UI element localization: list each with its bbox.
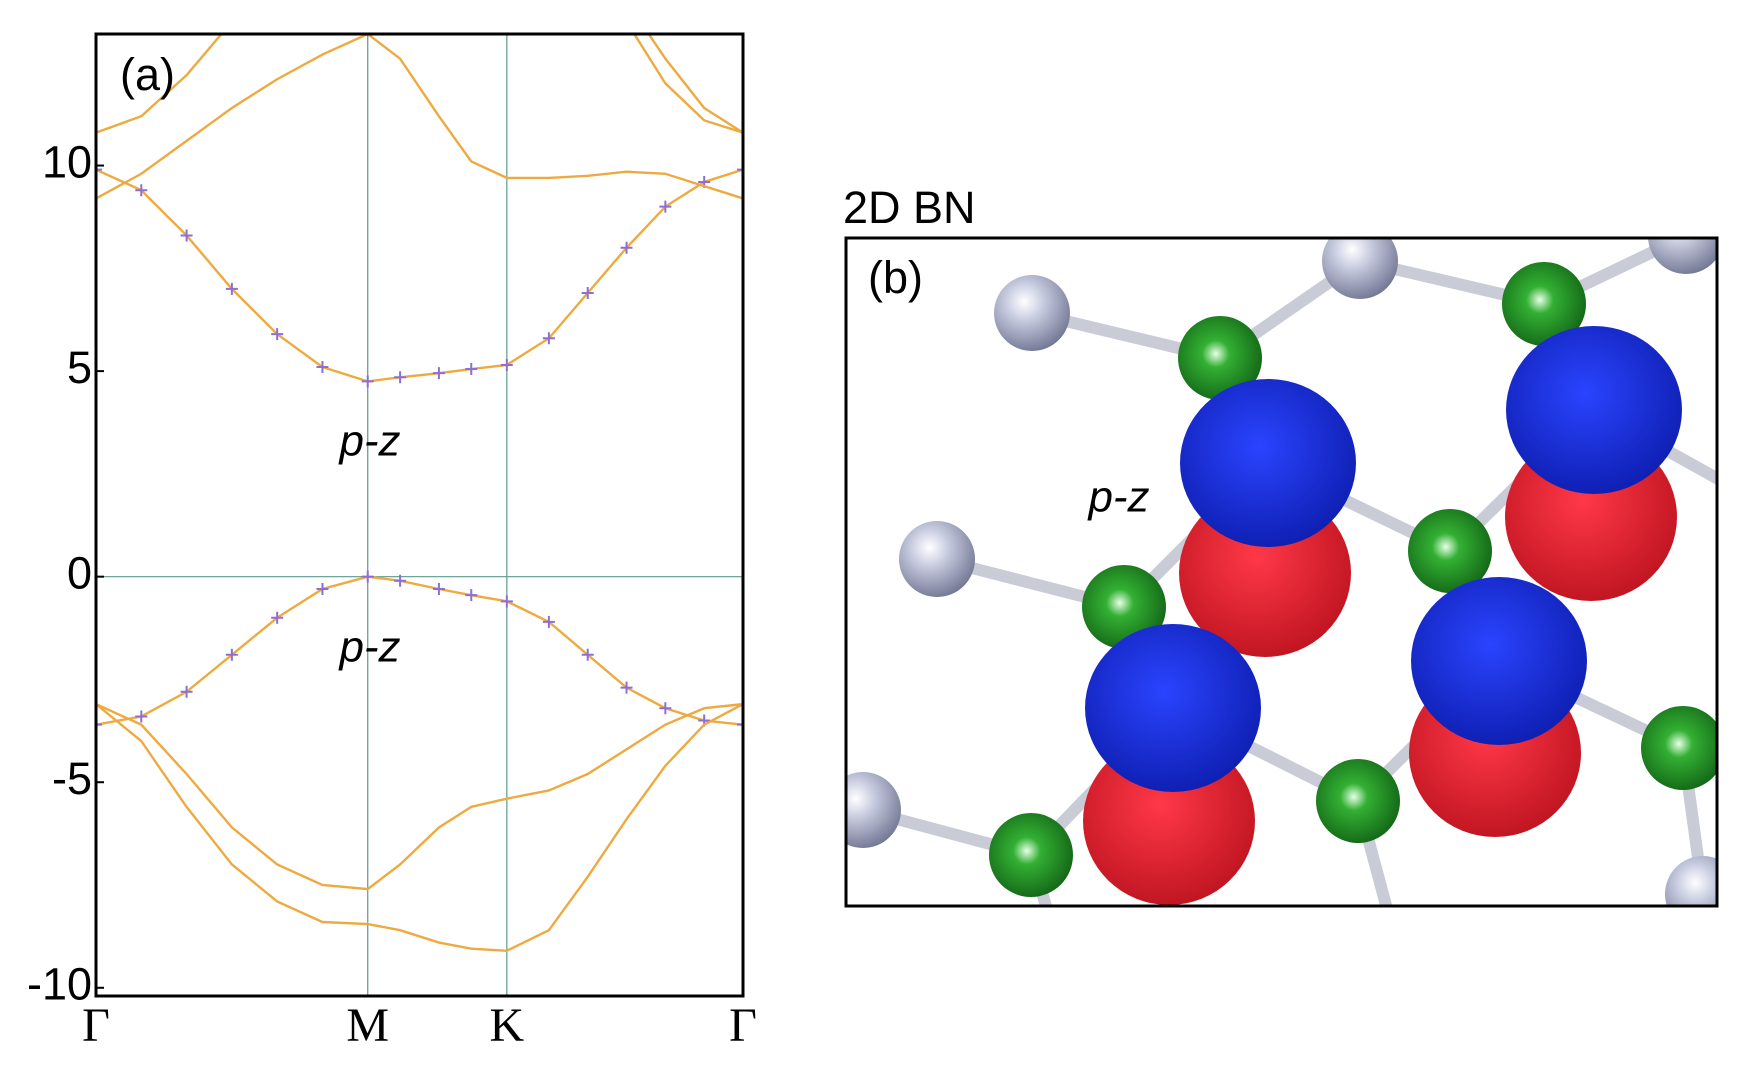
annotation: p-z bbox=[337, 417, 400, 466]
band-line bbox=[96, 34, 223, 134]
cross-marker bbox=[737, 718, 743, 731]
band-line bbox=[632, 34, 743, 134]
cross-marker bbox=[737, 163, 743, 176]
y-tick-label: 10 bbox=[42, 136, 92, 187]
cross-marker bbox=[394, 371, 407, 384]
cross-marker bbox=[581, 648, 594, 661]
panel-b-frame bbox=[844, 236, 1719, 908]
x-tick-label: K bbox=[490, 999, 525, 1052]
y-tick-label: 5 bbox=[67, 342, 92, 393]
cross-marker bbox=[271, 611, 284, 624]
y-tick-label: -5 bbox=[52, 753, 92, 804]
cross-marker bbox=[432, 367, 445, 380]
structure-image bbox=[846, 238, 1717, 906]
cross-marker bbox=[500, 358, 513, 371]
cross-marker bbox=[465, 589, 478, 602]
cross-marker bbox=[180, 229, 193, 242]
cross-marker bbox=[135, 184, 148, 197]
cross-marker bbox=[542, 615, 555, 628]
annotation: p-z bbox=[1086, 473, 1149, 522]
band-line bbox=[96, 702, 743, 891]
cross-marker bbox=[542, 332, 555, 345]
cross-marker bbox=[96, 718, 102, 731]
cross-marker bbox=[620, 241, 633, 254]
plot-area bbox=[96, 34, 743, 996]
annotation: (a) bbox=[120, 49, 175, 100]
cross-marker bbox=[225, 282, 238, 295]
lobes-blue bbox=[1085, 326, 1682, 792]
panel-b-title: 2D BN bbox=[843, 182, 976, 233]
band-line bbox=[96, 703, 743, 952]
cross-marker bbox=[225, 648, 238, 661]
cross-marker bbox=[361, 570, 374, 583]
cross-marker bbox=[659, 702, 672, 715]
y-tick-label: -10 bbox=[27, 959, 92, 1010]
annotation: p-z bbox=[337, 623, 400, 672]
cross-marker bbox=[465, 363, 478, 376]
atoms-green bbox=[989, 262, 1717, 897]
y-tick-label: 0 bbox=[67, 548, 92, 599]
band-line bbox=[647, 34, 743, 134]
band-line bbox=[96, 168, 743, 383]
cross-marker bbox=[432, 583, 445, 595]
band-line bbox=[96, 34, 743, 200]
cross-marker bbox=[316, 583, 329, 595]
cross-marker bbox=[361, 375, 374, 388]
atoms-gray bbox=[846, 238, 1717, 906]
cross-marker bbox=[394, 574, 407, 587]
cross-marker bbox=[316, 361, 329, 373]
panel-label: (b) bbox=[868, 252, 923, 303]
band-line bbox=[96, 575, 743, 726]
plot-frame bbox=[94, 32, 745, 998]
cross-marker bbox=[659, 200, 672, 213]
cross-marker bbox=[180, 685, 193, 698]
cross-marker bbox=[581, 287, 594, 299]
cross-marker bbox=[500, 595, 513, 608]
cross-marker bbox=[135, 710, 148, 723]
cross-marker bbox=[96, 163, 102, 176]
x-tick-label: Γ bbox=[82, 999, 110, 1052]
x-tick-label: Γ bbox=[729, 999, 757, 1052]
x-tick-label: M bbox=[346, 999, 389, 1052]
cross-marker bbox=[271, 328, 284, 341]
cross-marker bbox=[620, 681, 633, 694]
